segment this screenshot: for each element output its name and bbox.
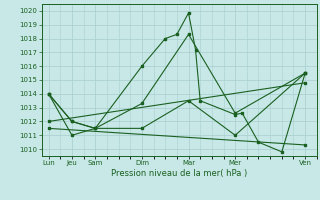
X-axis label: Pression niveau de la mer( hPa ): Pression niveau de la mer( hPa ) (111, 169, 247, 178)
